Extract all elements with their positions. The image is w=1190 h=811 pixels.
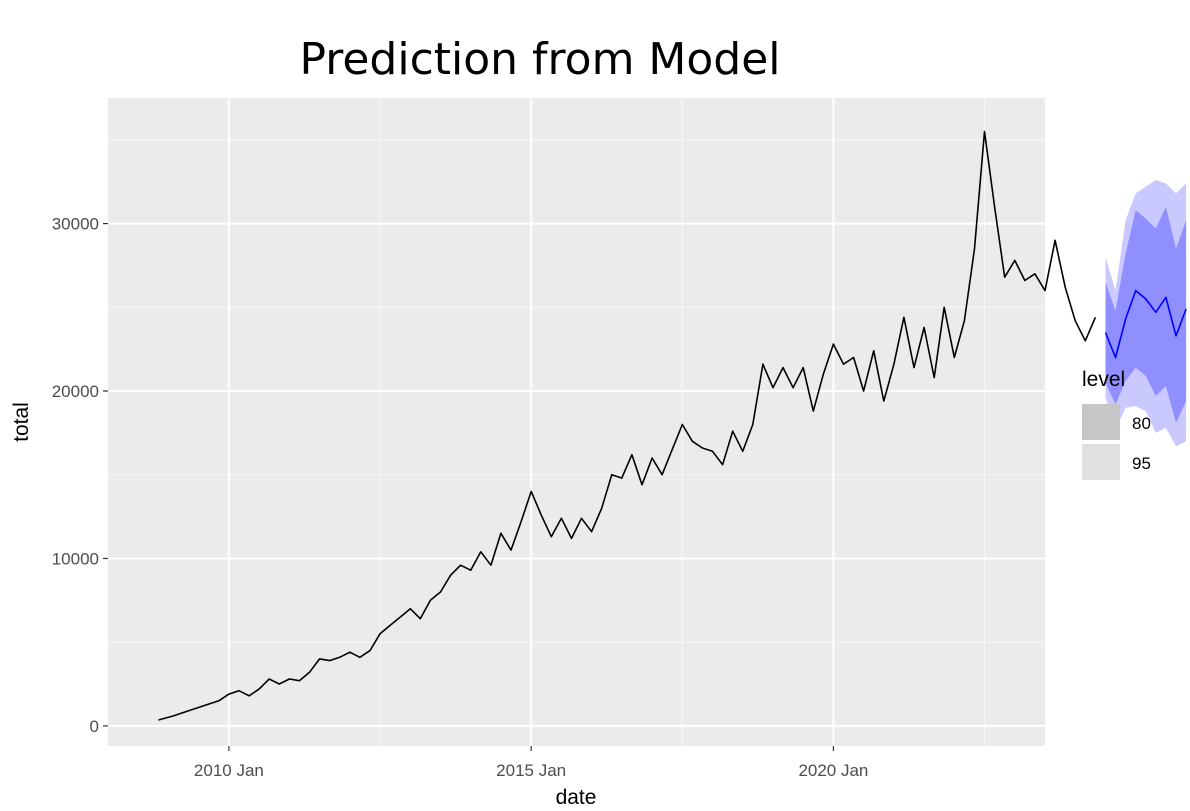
legend-swatch-80 — [1082, 404, 1120, 440]
y-axis-title: total — [10, 402, 33, 442]
interval-80-layer — [1105, 206, 1187, 423]
x-tick-label: 2015 Jan — [496, 761, 566, 780]
chart-title: Prediction from Model — [299, 34, 780, 85]
x-tick-label: 2020 Jan — [798, 761, 868, 780]
grid-major-lines — [108, 98, 1045, 746]
y-tick-label: 30000 — [52, 215, 99, 234]
legend-label-80: 80 — [1132, 414, 1151, 433]
plot-panel — [108, 98, 1045, 746]
legend: level 80 95 — [1082, 368, 1151, 480]
observed-series-line — [158, 130, 1097, 721]
x-axis: 2010 Jan 2015 Jan 2020 Jan — [194, 746, 868, 780]
x-tick-label: 2010 Jan — [194, 761, 264, 780]
y-tick-label: 0 — [90, 717, 99, 736]
forecast-interval-80 — [1105, 206, 1187, 423]
legend-label-95: 95 — [1132, 454, 1151, 473]
forecast-series-layer — [1104, 289, 1187, 359]
legend-swatch-95 — [1082, 444, 1120, 480]
y-tick-label: 10000 — [52, 549, 99, 568]
legend-title: level — [1082, 368, 1125, 391]
y-tick-label: 20000 — [52, 382, 99, 401]
grid-minor-lines — [108, 98, 1045, 746]
x-axis-title: date — [556, 786, 597, 809]
observed-series-layer — [158, 130, 1097, 721]
forecast-series-line — [1104, 289, 1187, 359]
y-axis: 0 10000 20000 30000 — [52, 215, 108, 736]
